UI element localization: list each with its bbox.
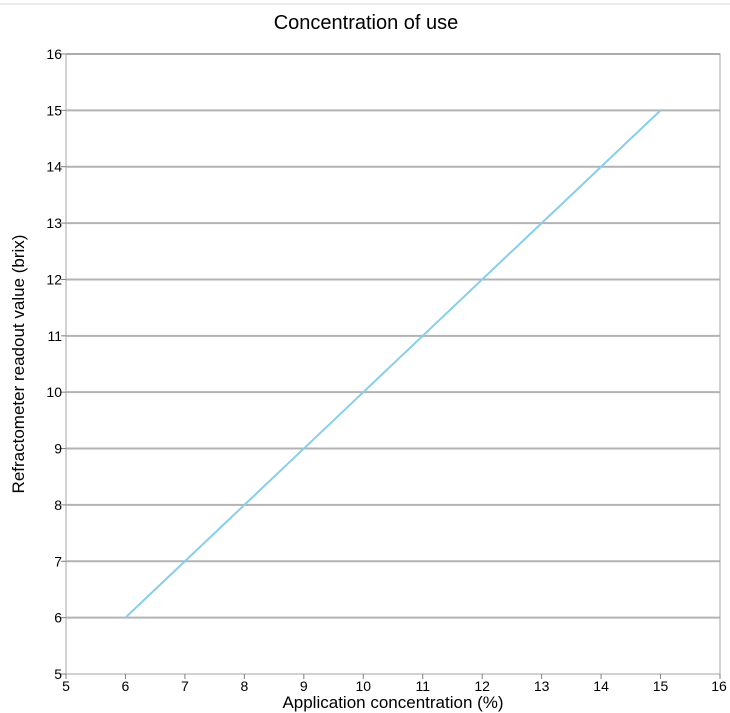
y-tick-label: 14: [46, 159, 62, 175]
y-tick-label: 13: [46, 215, 62, 231]
y-tick-label: 15: [46, 102, 62, 118]
y-tick-label: 9: [54, 441, 62, 457]
y-axis-label: Refractometer readout value (brix): [9, 235, 28, 494]
x-tick-label: 9: [300, 678, 308, 694]
x-tick-label: 6: [122, 678, 130, 694]
x-tick-label: 8: [240, 678, 248, 694]
plot-frame: [65, 53, 721, 675]
y-tick-labels: 5 6 7 8 9 10 11 12 13 14 15 16: [46, 46, 62, 682]
grid-lines: [66, 53, 720, 619]
x-tick-label: 12: [474, 678, 490, 694]
y-tick-label: 11: [47, 328, 62, 344]
x-axis-label: Application concentration (%): [282, 693, 503, 712]
y-tick-label: 5: [54, 666, 62, 682]
x-tick-label: 7: [181, 678, 189, 694]
chart-title: Concentration of use: [274, 12, 459, 34]
x-tick-label: 13: [534, 678, 550, 694]
y-tick-label: 7: [54, 553, 62, 569]
x-tick-labels: 5 6 7 8 9 10 11 12 13 14 15 16: [62, 678, 727, 694]
x-tick-label: 15: [653, 678, 669, 694]
y-tick-label: 6: [54, 610, 62, 626]
y-tick-label: 16: [46, 46, 62, 62]
x-tick-label: 14: [593, 678, 609, 694]
x-tick-label: 5: [62, 678, 70, 694]
x-tick-label: 16: [711, 678, 727, 694]
series-layer: [124, 109, 662, 619]
y-tick-label: 10: [46, 384, 62, 400]
y-tick-label: 12: [46, 271, 62, 287]
series-line: [124, 109, 662, 619]
x-tick-label: 10: [355, 678, 371, 694]
x-tick-label: 11: [415, 678, 430, 694]
y-tick-label: 8: [54, 497, 62, 513]
axis-ticks: [61, 53, 721, 679]
